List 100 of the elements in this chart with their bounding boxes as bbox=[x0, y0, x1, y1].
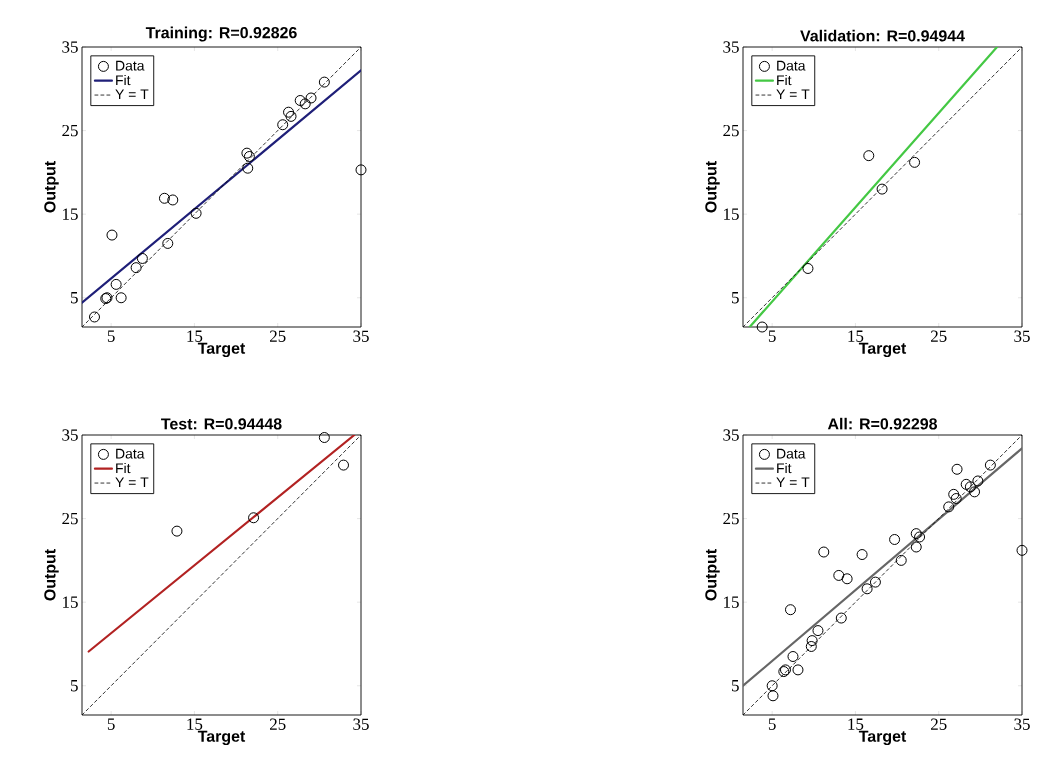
legend-label: Data bbox=[777, 448, 806, 459]
y-axis-title: Output bbox=[705, 549, 720, 601]
x-axis-title: Target bbox=[858, 730, 907, 746]
point bbox=[914, 531, 926, 543]
y-tick-label: 25 bbox=[62, 124, 78, 137]
point bbox=[766, 680, 778, 692]
point bbox=[136, 252, 148, 264]
y-axis-title: Output bbox=[44, 161, 59, 213]
legend-label: Data bbox=[116, 448, 145, 459]
point bbox=[910, 528, 922, 540]
chart-title: All: R=0.92298 bbox=[827, 417, 938, 430]
y-tick-label: 25 bbox=[723, 512, 739, 525]
point bbox=[241, 147, 253, 159]
point bbox=[841, 573, 853, 585]
x-tick-label: 35 bbox=[1014, 330, 1030, 342]
point bbox=[863, 150, 875, 162]
x-tick-label: 15 bbox=[848, 718, 864, 730]
point bbox=[171, 525, 183, 537]
legend-label: Y = T bbox=[776, 89, 810, 100]
point bbox=[248, 512, 260, 524]
point bbox=[285, 110, 297, 122]
point bbox=[130, 262, 142, 274]
y-tick-label: 5 bbox=[732, 292, 739, 304]
point bbox=[106, 229, 118, 241]
point bbox=[88, 311, 100, 323]
y-axis-title: Output bbox=[44, 549, 59, 601]
y-tick-label: 35 bbox=[62, 41, 78, 53]
y-tick-label: 15 bbox=[63, 208, 78, 220]
point bbox=[190, 207, 202, 219]
point bbox=[950, 493, 962, 505]
point bbox=[318, 76, 330, 88]
x-tick-label: 5 bbox=[107, 718, 115, 730]
y-tick-label: 35 bbox=[62, 429, 78, 441]
point bbox=[895, 554, 907, 566]
legend-label: Fit bbox=[777, 462, 792, 474]
legend-label: Fit bbox=[116, 462, 131, 474]
legend-label: Fit bbox=[116, 74, 131, 86]
point bbox=[964, 481, 976, 493]
point bbox=[756, 321, 768, 333]
point bbox=[806, 635, 818, 647]
legend-label: Y = T bbox=[115, 477, 149, 488]
x-tick-label: 5 bbox=[768, 330, 776, 342]
point bbox=[818, 546, 830, 558]
y-axis-title: Output bbox=[705, 161, 720, 213]
point bbox=[835, 612, 847, 624]
point bbox=[299, 98, 311, 110]
point bbox=[305, 92, 317, 104]
point bbox=[318, 432, 330, 444]
y-tick-label: 5 bbox=[732, 680, 739, 692]
chart-title: Test: R=0.94448 bbox=[161, 418, 282, 430]
point bbox=[972, 475, 984, 487]
point bbox=[951, 463, 963, 475]
x-tick-label: 25 bbox=[931, 718, 947, 730]
point bbox=[812, 625, 824, 637]
y-tick-label: 35 bbox=[723, 41, 739, 53]
point bbox=[856, 549, 868, 561]
x-tick-label: 25 bbox=[931, 330, 947, 342]
point bbox=[984, 459, 996, 471]
legend-label: Data bbox=[116, 60, 145, 71]
point bbox=[792, 664, 804, 676]
point bbox=[802, 263, 814, 274]
point bbox=[869, 576, 881, 588]
point bbox=[787, 651, 799, 662]
y-tick-label: 15 bbox=[63, 596, 78, 608]
y-tick-label: 35 bbox=[723, 429, 739, 441]
point bbox=[283, 106, 295, 118]
x-tick-label: 35 bbox=[353, 718, 369, 730]
legend-label: Y = T bbox=[776, 477, 810, 488]
x-tick-label: 5 bbox=[768, 718, 776, 730]
x-tick-label: 25 bbox=[270, 718, 286, 730]
y-tick-label: 15 bbox=[724, 596, 739, 608]
point bbox=[805, 640, 817, 652]
x-tick-label: 35 bbox=[353, 330, 369, 342]
x-tick-label: 15 bbox=[187, 330, 203, 342]
x-tick-label: 15 bbox=[848, 330, 864, 342]
x-axis-title: Target bbox=[197, 342, 246, 358]
x-axis-title: Target bbox=[858, 342, 907, 358]
point bbox=[948, 488, 960, 500]
point bbox=[876, 183, 888, 195]
legend-label: Fit bbox=[777, 74, 792, 86]
point bbox=[910, 541, 922, 553]
point bbox=[1016, 544, 1028, 556]
chart-title: Validation: R=0.94944 bbox=[800, 29, 965, 42]
x-tick-label: 35 bbox=[1014, 718, 1030, 730]
point bbox=[294, 94, 306, 106]
point bbox=[909, 156, 921, 168]
point bbox=[355, 164, 367, 176]
chart-title: Training: R=0.92826 bbox=[145, 26, 297, 42]
point bbox=[277, 119, 289, 131]
point bbox=[969, 486, 981, 498]
point bbox=[158, 192, 170, 204]
point bbox=[943, 501, 955, 513]
y-tick-label: 15 bbox=[724, 208, 739, 220]
point bbox=[960, 478, 972, 490]
point bbox=[338, 459, 350, 471]
x-axis-title: Target bbox=[197, 730, 246, 746]
point bbox=[242, 162, 254, 174]
y-tick-label: 25 bbox=[62, 512, 78, 525]
y-tick-label: 25 bbox=[723, 124, 739, 137]
point bbox=[861, 583, 873, 595]
